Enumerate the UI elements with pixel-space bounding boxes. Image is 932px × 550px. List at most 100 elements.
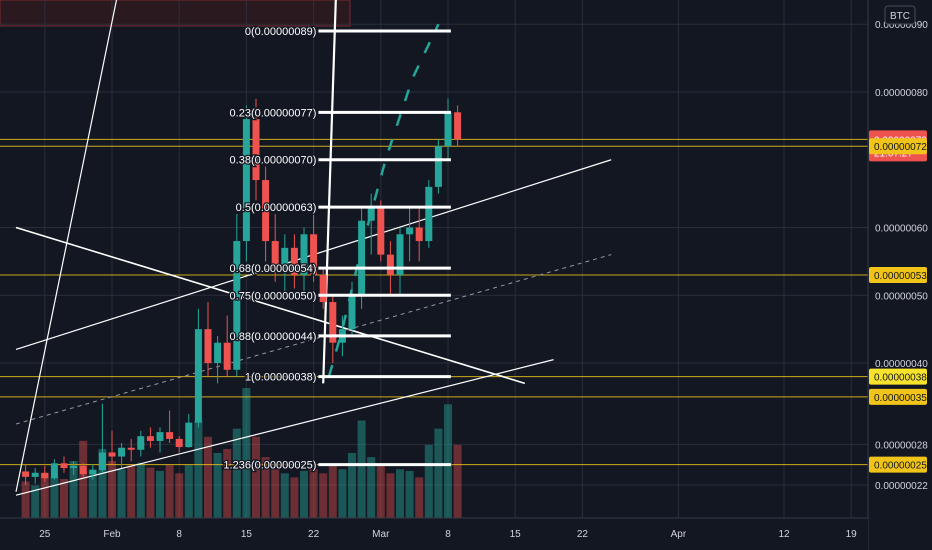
candle [108,430,116,465]
fib-level-label: 0.88(0.00000044) [230,331,317,343]
price-axis-ticks: 0.00000090 0.00000080 0.00000060 0.00000050… [875,20,928,492]
time-axis-ticks: 25 Feb 8 15 22 Mar 8 15 22 Apr 12 19 [39,529,857,540]
volume-bar [88,469,97,518]
volume-bar [204,436,212,518]
price-tick-label: 0.00000080 [875,88,928,99]
volume-bar [194,420,203,518]
fib-level: 0.75(0.00000050) [228,289,451,304]
price-tag: 0.00000038 [869,368,927,385]
candle-body [118,447,126,457]
candle-body [252,119,260,181]
currency-badge[interactable]: BTC [884,5,916,25]
price-tag-label: 0.00000038 [874,373,927,384]
volume-bar [252,436,260,518]
volume-bar [146,467,155,518]
candle [41,466,49,482]
price-tick-label: 0.00000040 [875,359,928,370]
candle [329,295,337,364]
candle [50,459,58,480]
price-tag-bg [869,368,927,385]
fib-level: 0.38(0.00000070) [228,153,451,168]
candle [98,403,106,473]
price-tag-label: 0.00000025 [874,461,927,472]
time-tick-label: 8 [445,529,451,540]
candle [22,464,30,485]
volume-bar [348,453,356,518]
price-tick-label: 0.00000090 [875,20,928,31]
candle [137,430,145,457]
candle [262,166,270,262]
trend-line [15,0,118,492]
volume-bar [31,485,40,518]
candle-body [242,119,250,242]
fib-level: 1.236(0.00000025) [222,458,451,473]
candle [79,463,87,477]
volume-bar [60,479,68,518]
time-tick-label: 15 [510,529,522,540]
candle-body [50,463,58,479]
candle [310,213,318,282]
fib-level-label: 0.68(0.00000054) [230,263,317,275]
candle [252,98,260,201]
fib-level: 0.68(0.00000054) [228,262,451,276]
volume-bar [300,470,308,518]
candle [444,98,452,160]
volume-bar [50,477,59,518]
candle-body [348,295,356,330]
trend-line [15,359,554,496]
candle-body [108,452,116,457]
time-tick-label: Mar [372,529,390,540]
fib-level-label: 0.5(0.00000063) [236,202,317,214]
dashed-trend-line [15,254,612,425]
volume-bar [453,444,462,518]
candle [70,461,78,475]
time-tick-label: 19 [846,529,858,540]
price-tag-bg [869,456,927,473]
fib-level-label: 0.38(0.00000070) [230,155,317,167]
fib-level-label: 0.75(0.00000050) [230,290,317,302]
volume-bar [328,465,337,518]
candle [367,193,375,255]
candle-body [89,470,97,475]
candle-body [454,112,462,140]
candle-body [127,447,135,450]
price-tag-label: 0.00000035 [874,393,927,404]
fib-level-label: 1.236(0.00000025) [223,460,316,472]
volume-bar [156,470,164,518]
candle [185,413,193,448]
price-tag: 0.00000072 [869,138,927,155]
price-tag-label: 0.00000053 [874,271,927,282]
candle-body [434,146,442,187]
volume-bar [434,428,443,518]
candle [319,268,327,309]
volume-bar [184,465,193,518]
candle-body [137,436,145,450]
volume-bar [290,477,299,518]
price-tick-label: 0.00000022 [875,481,928,492]
volume-bar [415,477,424,518]
candle-body [214,342,222,364]
candle-body [79,466,87,475]
fib-level: 0.5(0.00000063) [234,201,451,215]
volume-bar [136,462,145,518]
candle [118,442,126,469]
time-axis-bg [0,518,868,550]
volume-bar [386,473,395,518]
candle-body [386,254,394,275]
grid-lines [0,0,868,518]
price-tag-label: 0.00000072 [874,142,927,153]
candle-body [367,207,375,221]
fib-level: 1(0.00000038) [244,370,451,385]
fib-level-label: 0.23(0.00000077) [230,107,317,119]
volume-bar [40,473,49,518]
candle-body [223,342,231,370]
volume-bar [405,470,414,518]
time-tick-label: 12 [778,529,790,540]
price-tags: 0.0000007321:07:270.000000720.000000530.… [869,130,927,473]
fib-level-label: 0(0.00000089) [245,26,317,38]
candle [271,213,279,282]
price-tag-bg [869,388,927,405]
volume-bar [271,469,280,518]
candle [127,438,135,462]
